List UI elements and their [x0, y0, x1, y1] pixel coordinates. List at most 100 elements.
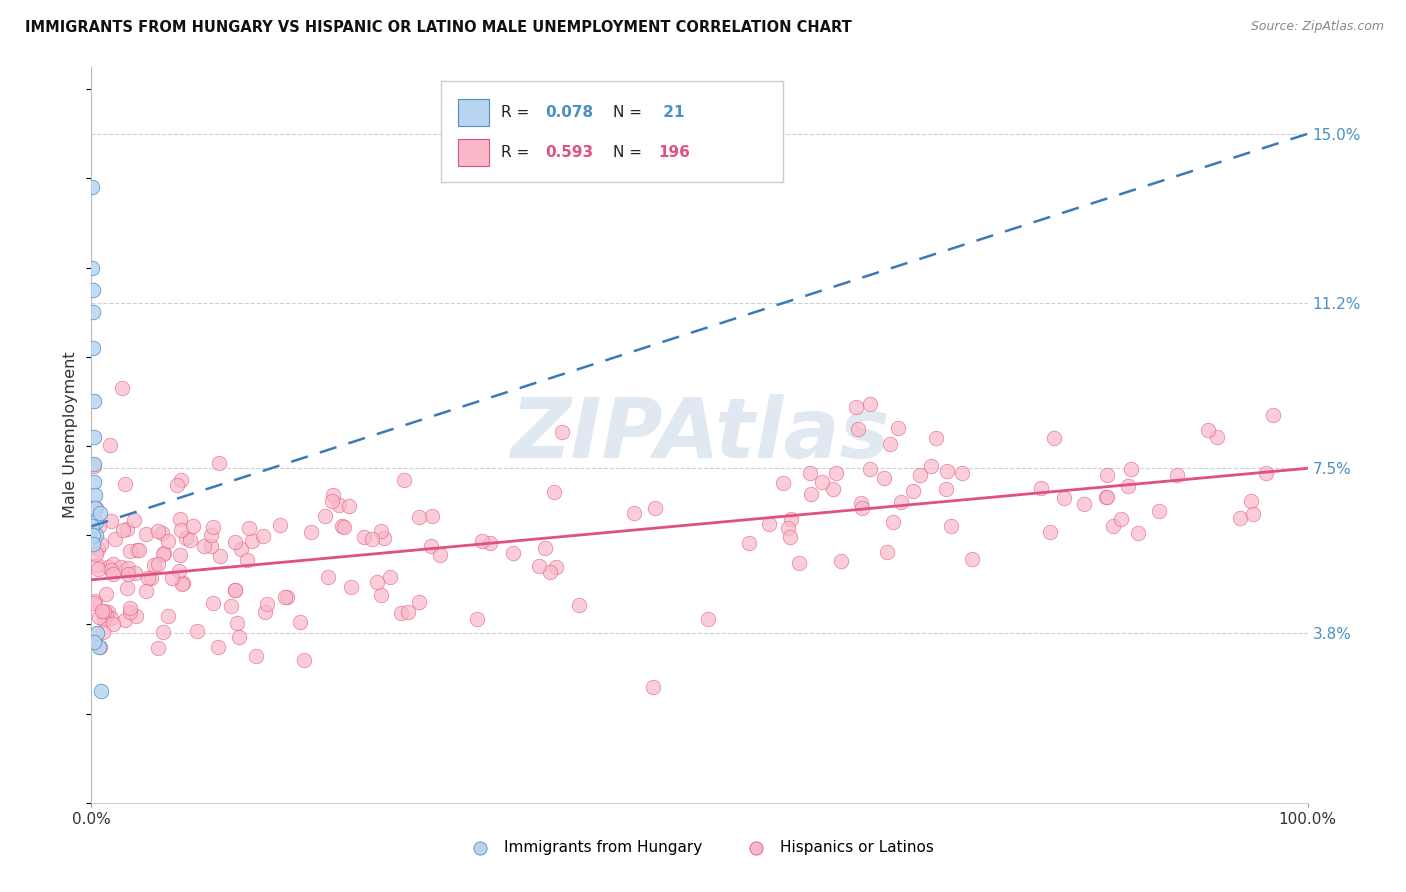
Point	[330, 519, 353, 533]
Point	[910, 467, 932, 482]
Point	[879, 437, 901, 451]
Point	[82, 341, 104, 355]
Point	[100, 564, 122, 578]
Point	[821, 482, 844, 496]
Point	[170, 473, 193, 487]
Point	[373, 532, 395, 546]
Point	[100, 514, 122, 528]
Text: ZIPAtlas: ZIPAtlas	[510, 394, 889, 475]
Point	[429, 549, 451, 563]
Point	[225, 615, 247, 630]
Text: R =: R =	[501, 145, 534, 160]
Point	[146, 524, 169, 539]
Point	[408, 595, 430, 609]
Point	[567, 599, 589, 613]
Legend: Immigrants from Hungary, Hispanics or Latinos: Immigrants from Hungary, Hispanics or La…	[458, 834, 941, 862]
Point	[1240, 494, 1263, 508]
Point	[1119, 461, 1142, 475]
Point	[1053, 491, 1076, 505]
Point	[193, 539, 215, 553]
Point	[120, 605, 142, 619]
Point	[91, 604, 114, 618]
Point	[135, 527, 157, 541]
Point	[353, 530, 375, 544]
Point	[83, 488, 105, 502]
Point	[274, 590, 297, 604]
Point	[124, 513, 146, 527]
Point	[224, 582, 246, 597]
Point	[114, 613, 136, 627]
Point	[950, 466, 973, 480]
Point	[1095, 491, 1118, 505]
Point	[93, 624, 115, 639]
Point	[82, 305, 104, 319]
Text: N =: N =	[613, 105, 647, 120]
Point	[115, 522, 138, 536]
Point	[299, 525, 322, 540]
Point	[84, 501, 107, 516]
Point	[172, 576, 194, 591]
Point	[124, 566, 146, 580]
Point	[104, 532, 127, 546]
Point	[110, 559, 132, 574]
Point	[146, 640, 169, 655]
Point	[114, 476, 136, 491]
Point	[471, 533, 494, 548]
Point	[527, 559, 550, 574]
Point	[534, 541, 557, 556]
Point	[1166, 467, 1188, 482]
Point	[321, 493, 343, 508]
Point	[111, 381, 134, 395]
Text: Source: ZipAtlas.com: Source: ZipAtlas.com	[1250, 20, 1384, 33]
Point	[1256, 466, 1278, 480]
Point	[238, 521, 260, 535]
Point	[228, 630, 250, 644]
Point	[86, 626, 108, 640]
Point	[82, 519, 104, 533]
Point	[1102, 519, 1125, 533]
Point	[1029, 481, 1052, 495]
Point	[787, 556, 810, 570]
Point	[86, 558, 108, 572]
Point	[1042, 431, 1064, 445]
Point	[890, 495, 912, 509]
Text: 0.078: 0.078	[546, 105, 593, 120]
Point	[337, 499, 360, 513]
Point	[219, 599, 242, 613]
Point	[229, 542, 252, 557]
Point	[1039, 525, 1062, 540]
Point	[117, 567, 139, 582]
Point	[292, 653, 315, 667]
Point	[941, 518, 963, 533]
Point	[87, 541, 110, 556]
Point	[136, 571, 159, 585]
Point	[84, 515, 107, 529]
Point	[846, 422, 869, 436]
Point	[142, 558, 165, 572]
Point	[420, 509, 443, 524]
Point	[97, 605, 120, 619]
Point	[873, 471, 896, 485]
Point	[112, 523, 135, 537]
Point	[920, 459, 942, 474]
Point	[245, 649, 267, 664]
Point	[316, 570, 339, 584]
Point	[83, 394, 105, 409]
Point	[208, 456, 231, 470]
Point	[1128, 526, 1150, 541]
Point	[202, 596, 225, 610]
Point	[87, 518, 110, 533]
Point	[157, 609, 180, 624]
Point	[811, 475, 834, 489]
Point	[314, 509, 336, 524]
Point	[208, 549, 231, 563]
Text: IMMIGRANTS FROM HUNGARY VS HISPANIC OR LATINO MALE UNEMPLOYMENT CORRELATION CHAR: IMMIGRANTS FROM HUNGARY VS HISPANIC OR L…	[25, 20, 852, 35]
Point	[389, 607, 412, 621]
Text: 196: 196	[658, 145, 690, 160]
Point	[176, 531, 198, 545]
Point	[83, 475, 105, 489]
Point	[83, 635, 105, 649]
Point	[408, 510, 430, 524]
Point	[90, 684, 112, 698]
Point	[80, 180, 103, 194]
